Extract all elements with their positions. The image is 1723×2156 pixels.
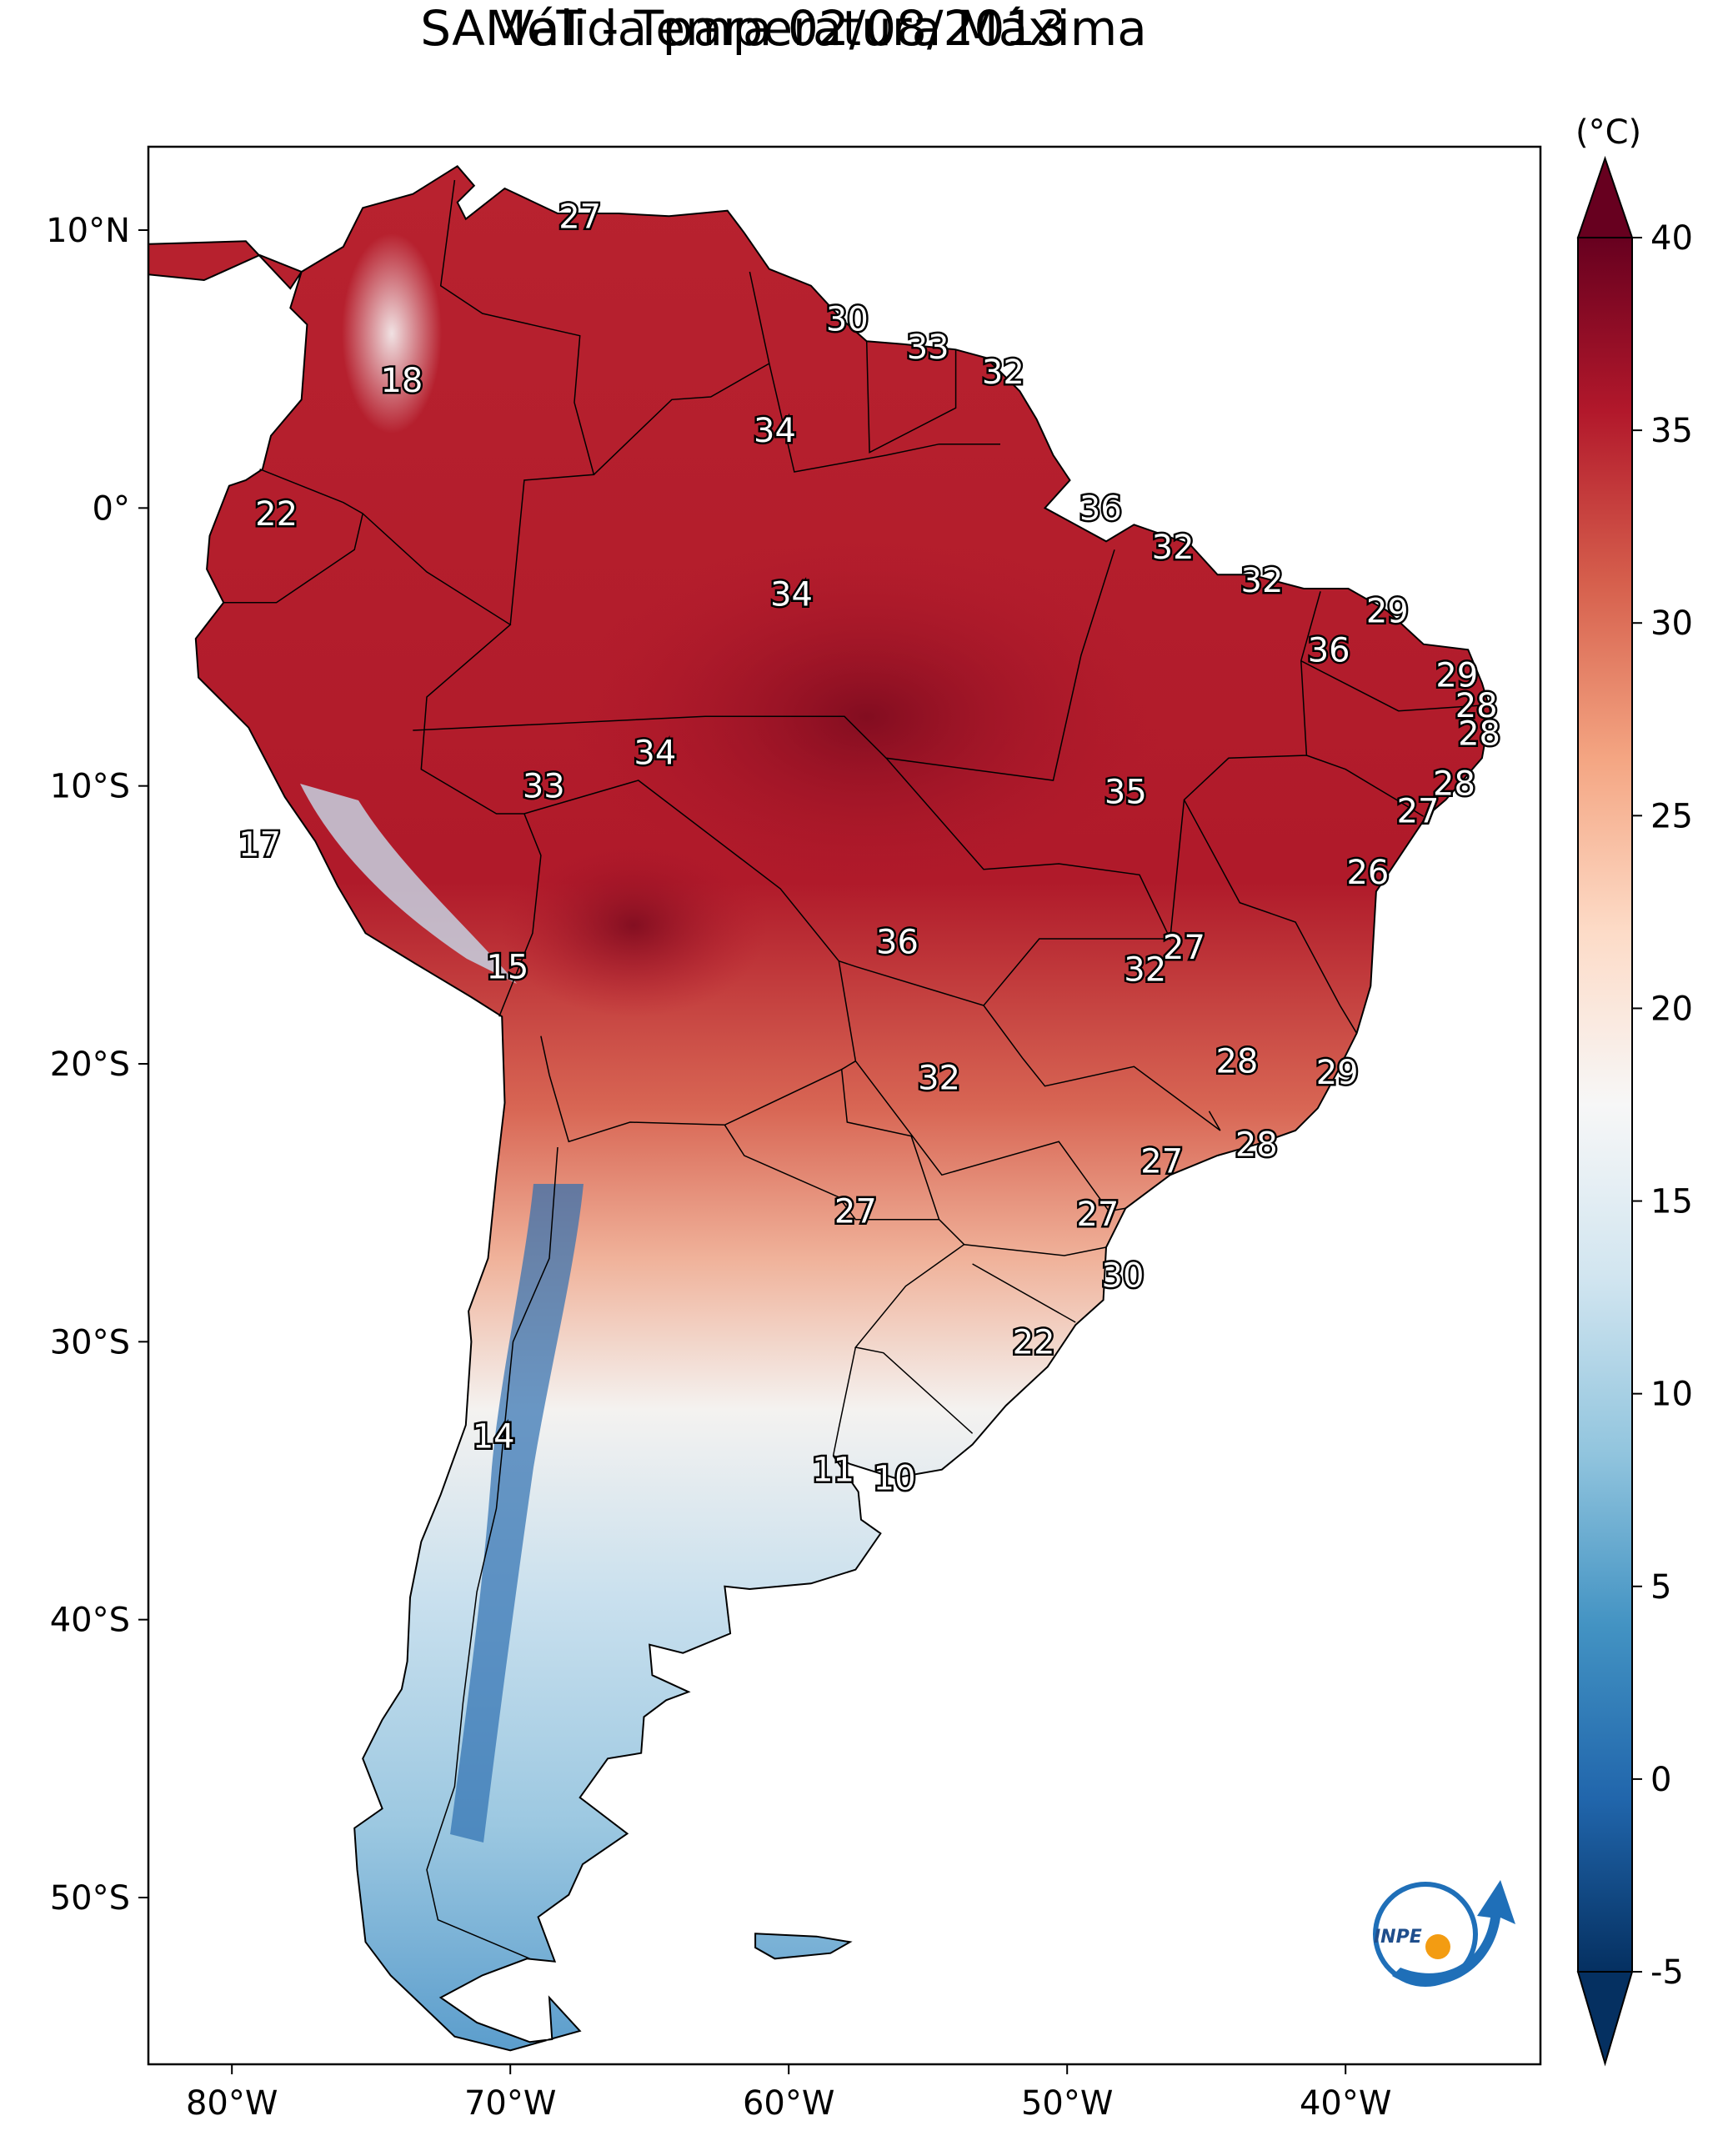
temperature-label: 30 [1102,1256,1144,1295]
inpe-logo-sun [1425,1934,1450,1959]
temperature-label: 36 [1079,489,1122,528]
temperature-label: 27 [834,1193,877,1231]
amazon-hot-region [567,534,1167,900]
temperature-label: 18 [380,362,423,400]
inpe-logo: INPE [1373,1880,1515,1987]
lon-tick-label: 70°W [464,2084,556,2123]
land-layer [148,164,1491,2052]
colorbar: (°C) 40 35 30 25 20 15 10 5 0 -5 [1575,113,1693,2067]
chaco-hot-region [500,834,767,1017]
lon-tick-label: 80°W [186,2084,278,2123]
temperature-label: 34 [754,412,796,450]
temperature-label: 15 [486,948,528,986]
temperature-label: 14 [473,1418,515,1457]
temperature-label: 17 [238,826,281,865]
colorbar-tick-label: 30 [1650,604,1693,643]
temperature-label: 35 [1104,773,1147,811]
temperature-label: 32 [1241,562,1284,600]
temperature-label: 28 [1433,765,1475,803]
colorbar-ticks: 40 35 30 25 20 15 10 5 0 -5 [1632,219,1693,1992]
temperature-label: 27 [1076,1196,1119,1234]
andes-cool-region [342,233,442,434]
temperature-label: 29 [1435,656,1478,694]
temperature-label: 27 [1163,929,1205,967]
temperature-label: 28 [1455,687,1498,725]
colorbar-tick-label: -5 [1650,1953,1684,1992]
lat-tick-label: 50°S [50,1879,130,1918]
colorbar-tick-label: 20 [1650,990,1693,1028]
lat-tick-label: 40°S [50,1602,130,1640]
temperature-label: 32 [1152,529,1195,567]
temperature-label: 30 [826,301,869,339]
temperature-label: 29 [1366,593,1409,631]
temperature-label: 36 [876,923,919,961]
peru-andes-cool-band [300,784,517,984]
temperature-label: 32 [918,1060,960,1098]
temperature-label: 27 [1397,793,1440,831]
temperature-label: 28 [1458,714,1500,753]
temperature-label: 36 [1308,631,1350,669]
lon-tick-label: 50°W [1021,2084,1113,2123]
colorbar-tick-label: 35 [1650,412,1693,450]
andes-cold-band [450,1184,584,1843]
temperature-label: 33 [907,328,949,367]
longitude-ticks: 80°W 70°W 60°W 50°W 40°W [186,2064,1391,2123]
country-borders [223,179,1482,1959]
inpe-logo-text: INPE [1374,1927,1422,1948]
temperature-label: 34 [770,576,813,614]
temperature-label: 22 [1013,1323,1055,1361]
south-america-landmass [148,164,1491,2052]
temperature-label: 29 [1316,1054,1359,1092]
temperature-label: 32 [1124,951,1166,990]
temperature-label: 27 [558,198,601,236]
latitude-ticks: 10°N 0° 10°S 20°S 30°S 40°S 50°S [46,212,148,1918]
inpe-logo-arrow [1392,1880,1515,1986]
map-subtitle: Válida para 02/08/2013 [500,0,1067,57]
temperature-label: 32 [982,353,1024,392]
temperature-label: 34 [634,735,676,773]
colorbar-bar [1577,237,1633,1973]
temperature-label: 11 [812,1452,854,1490]
temperature-label: 10 [874,1460,916,1498]
colorbar-tick-label: 25 [1650,797,1693,835]
colorbar-extend-top [1576,155,1634,238]
temperature-label: 22 [255,495,298,534]
lon-tick-label: 60°W [743,2084,834,2123]
temperature-label: 28 [1235,1126,1278,1165]
lat-tick-label: 30°S [50,1323,130,1361]
colorbar-tick-label: 40 [1650,219,1693,258]
colorbar-tick-label: 10 [1650,1376,1693,1414]
lat-tick-label: 10°N [46,212,130,250]
temperature-label: 33 [523,768,565,806]
map-frame [147,145,1542,2066]
colorbar-unit: (°C) [1575,113,1641,152]
colorbar-extend-bottom [1576,1971,1634,2067]
colorbar-tick-label: 15 [1650,1183,1693,1221]
lat-tick-label: 10°S [50,768,130,806]
lon-tick-label: 40°W [1300,2084,1391,2123]
temperature-label: 28 [1215,1043,1258,1081]
temperature-label: 27 [1140,1143,1183,1181]
lat-tick-label: 20°S [50,1045,130,1084]
temperature-label: 26 [1346,854,1389,892]
colorbar-tick-label: 5 [1650,1568,1671,1607]
colorbar-tick-label: 0 [1650,1761,1671,1799]
map-title: SAMeT - Temperatura Máxima [420,0,1147,57]
lat-tick-label: 0° [93,489,130,528]
